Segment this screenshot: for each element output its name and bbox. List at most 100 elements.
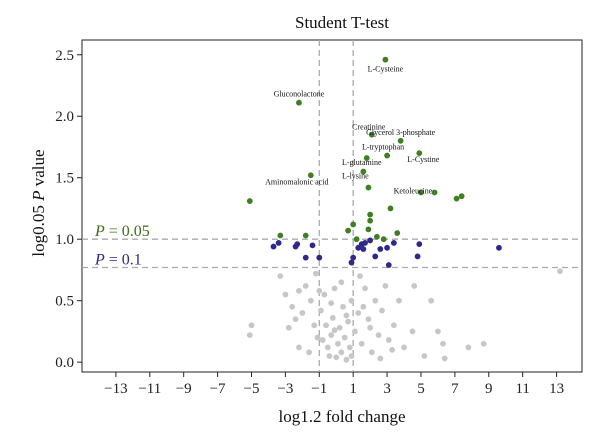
x-tick-label: −13: [104, 381, 127, 397]
data-point: [496, 244, 502, 251]
data-point: [319, 337, 326, 343]
data-point: [302, 232, 309, 239]
x-tick-label: −5: [244, 381, 260, 397]
data-point: [360, 303, 367, 310]
data-point: [246, 198, 253, 204]
data-point: [311, 322, 318, 329]
data-point: [345, 227, 352, 234]
data-point: [343, 356, 350, 363]
y-axis-title: log0.05 P value: [29, 149, 48, 256]
metabolite-label: Ketoleucine: [394, 186, 433, 195]
data-point: [368, 349, 375, 356]
data-point: [390, 322, 397, 329]
y-tick-label: 1.5: [55, 171, 74, 187]
data-point: [357, 273, 363, 279]
y-tick-label: 2.5: [55, 48, 74, 64]
data-point: [296, 344, 302, 351]
data-point: [360, 246, 367, 252]
data-point: [458, 193, 465, 200]
x-tick-label: 7: [451, 381, 459, 397]
data-point: [338, 279, 345, 286]
data-point: [323, 322, 329, 329]
data-point: [431, 189, 438, 196]
data-point: [353, 236, 360, 243]
y-tick-label: 0.0: [55, 355, 74, 371]
y-axis-title-var: P: [29, 190, 48, 201]
data-point: [382, 56, 389, 63]
metabolite-label: L-Cystine: [407, 155, 439, 164]
data-point: [365, 184, 372, 191]
y-tick-label: 2.0: [55, 109, 74, 125]
data-point: [384, 152, 390, 159]
data-point: [372, 297, 379, 304]
data-point: [326, 353, 333, 359]
data-point: [248, 322, 255, 329]
data-point: [384, 244, 390, 251]
data-point: [333, 354, 340, 361]
data-point: [367, 324, 374, 331]
y-tick-label: 1.0: [55, 232, 74, 248]
data-point: [270, 243, 277, 250]
data-point: [367, 211, 374, 218]
data-point: [306, 349, 313, 356]
data-point: [350, 254, 357, 261]
data-point: [368, 131, 375, 138]
data-point: [367, 237, 374, 244]
x-tick-label: −3: [277, 381, 293, 397]
x-tick-label: −1: [311, 381, 327, 397]
metabolite-label: L-glutamine: [342, 158, 382, 167]
data-point: [294, 241, 301, 248]
data-point: [348, 297, 355, 304]
data-point: [365, 316, 372, 323]
data-point: [358, 340, 365, 347]
y-axis-title-suffix: value: [29, 149, 48, 190]
data-point: [336, 324, 343, 331]
data-point: [441, 355, 448, 362]
data-point: [285, 324, 292, 331]
data-point: [453, 195, 460, 202]
p-threshold-label-var: P: [94, 251, 105, 268]
data-point: [480, 340, 487, 347]
data-point: [296, 99, 302, 106]
data-point: [318, 307, 324, 314]
data-point: [380, 236, 387, 243]
data-point: [372, 253, 379, 260]
data-point: [314, 334, 321, 341]
data-point: [351, 328, 358, 335]
metabolite-label: Gluconolactone: [274, 90, 325, 99]
data-point: [338, 349, 345, 356]
data-point: [345, 318, 352, 325]
x-tick-label: −7: [210, 381, 226, 397]
data-point: [328, 332, 335, 339]
data-point: [416, 241, 423, 248]
data-point: [296, 287, 302, 294]
data-point: [367, 217, 374, 224]
data-point: [321, 291, 328, 298]
data-point: [246, 332, 253, 339]
data-point: [331, 327, 338, 334]
x-tick-label: 9: [485, 381, 493, 397]
data-point: [557, 268, 563, 275]
data-point: [328, 300, 335, 307]
data-point: [307, 297, 314, 304]
data-point: [355, 310, 362, 316]
data-point: [421, 353, 428, 359]
chart-title: Student T-test: [295, 13, 389, 32]
data-point: [385, 337, 392, 343]
data-point: [277, 273, 284, 279]
data-point: [435, 328, 441, 335]
p-threshold-label-value: = 0.05: [105, 223, 150, 240]
data-point: [362, 285, 368, 292]
data-point: [343, 312, 350, 319]
data-point: [390, 239, 397, 246]
data-point: [340, 303, 346, 310]
data-point: [377, 246, 384, 252]
data-point: [440, 340, 446, 347]
data-point: [396, 297, 402, 304]
data-point: [418, 189, 424, 196]
data-point: [309, 242, 316, 249]
data-point: [414, 253, 421, 260]
data-point: [302, 283, 309, 289]
data-point: [277, 232, 284, 239]
data-point: [360, 168, 367, 175]
